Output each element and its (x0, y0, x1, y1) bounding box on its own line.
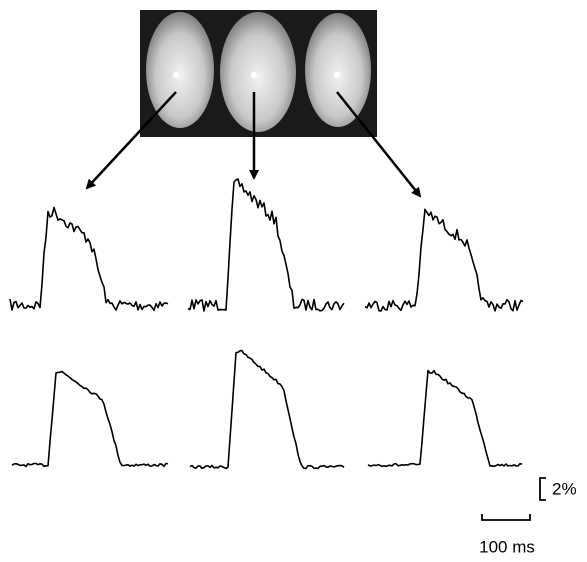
trace (11, 370, 169, 468)
trace (364, 208, 524, 312)
traces (9, 178, 524, 470)
trace (367, 369, 523, 468)
trace (189, 349, 345, 470)
arrows (85, 91, 422, 198)
time-label: 100 ms (479, 537, 535, 556)
scale-bar: 2% 100 ms (479, 477, 577, 556)
amplitude-label: 2% (552, 479, 577, 498)
trace (187, 178, 345, 312)
trace (9, 206, 169, 312)
heart-image (140, 10, 377, 137)
